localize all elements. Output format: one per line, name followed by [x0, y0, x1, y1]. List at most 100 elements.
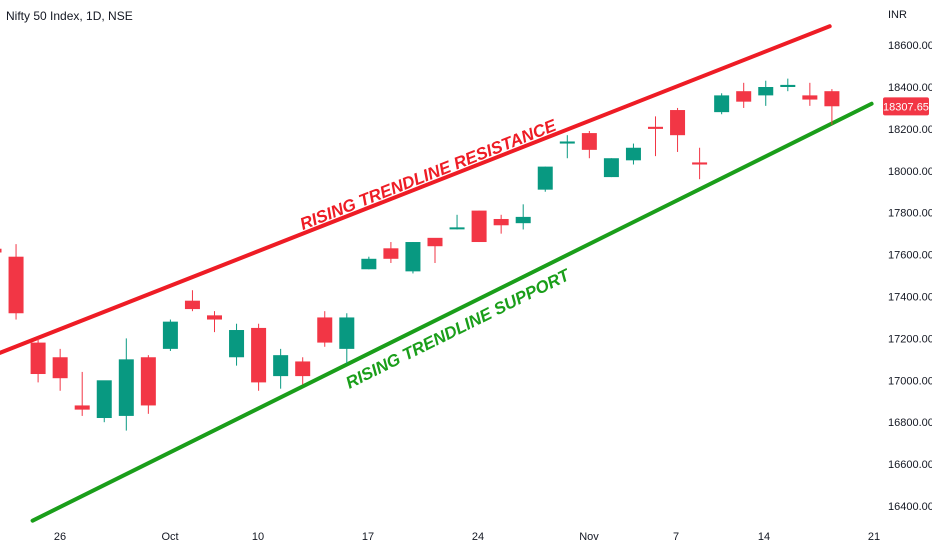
candle-body	[8, 256, 24, 314]
price-tick-label: 18000.00	[888, 166, 932, 178]
candle-body	[118, 359, 134, 416]
price-tick-label: 16600.00	[888, 459, 932, 471]
time-axis[interactable]: 26 Oct 10 17 24 Nov 7 14 21	[54, 531, 880, 543]
candle-body	[427, 237, 443, 247]
candle	[537, 166, 553, 192]
candle	[515, 204, 531, 230]
candle	[295, 357, 311, 385]
price-tag-text: 18307.65	[883, 101, 929, 113]
candle	[581, 130, 597, 159]
candle-body	[251, 327, 267, 383]
candle	[8, 244, 24, 320]
price-tick-label: 17000.00	[888, 375, 932, 387]
candle	[361, 256, 377, 270]
candle-body	[670, 110, 686, 136]
candle-body	[317, 317, 333, 343]
candle	[758, 80, 774, 106]
last-price-tag: 18307.65	[883, 97, 929, 116]
candle	[74, 371, 90, 416]
candle-body	[162, 321, 178, 349]
candle-body	[471, 210, 487, 243]
candle-body	[229, 330, 245, 358]
candle	[802, 82, 818, 106]
candle-body	[140, 357, 156, 406]
candle-body	[515, 216, 531, 224]
candle	[714, 93, 730, 115]
candle-body	[581, 133, 597, 150]
price-tick-label: 18600.00	[888, 40, 932, 52]
candle	[251, 323, 267, 391]
candle-body	[758, 87, 774, 96]
candle-body	[207, 315, 222, 320]
candle	[162, 319, 178, 351]
candle-body	[824, 91, 840, 107]
candle-body	[339, 317, 355, 349]
price-axis[interactable]: 16400.00 16600.00 16800.00 17000.00 17200.00…	[888, 40, 932, 513]
time-tick-label: 21	[868, 531, 880, 543]
candle	[824, 89, 840, 125]
candle	[559, 135, 575, 159]
time-tick-label: 26	[54, 531, 66, 543]
candle	[339, 313, 355, 364]
candle	[603, 158, 619, 178]
price-tick-label: 16800.00	[888, 417, 932, 429]
price-tick-label: 17200.00	[888, 333, 932, 345]
time-tick-label: 24	[472, 531, 484, 543]
price-tag-bg	[883, 97, 929, 116]
price-tick-label: 17400.00	[888, 292, 932, 304]
candle	[625, 143, 641, 165]
candle-body	[537, 166, 553, 190]
candle	[493, 214, 509, 234]
candle	[449, 214, 465, 230]
chart-title: Nifty 50 Index, 1D, NSE	[6, 9, 133, 23]
candle-body	[383, 248, 399, 259]
candle-body	[0, 248, 2, 253]
candle-body	[361, 258, 377, 270]
candle-body	[405, 242, 421, 272]
candles-layer	[0, 78, 840, 431]
candle	[52, 348, 68, 391]
candle-body	[714, 95, 730, 113]
candle-body	[52, 357, 68, 379]
candle-body	[96, 380, 112, 419]
candle	[273, 348, 289, 389]
candle	[30, 338, 46, 383]
candle-body	[736, 91, 752, 102]
resistance-trendline	[0, 24, 832, 355]
candle-body	[30, 342, 46, 375]
candle-body	[449, 227, 465, 230]
candle	[118, 338, 134, 431]
price-tick-label: 17800.00	[888, 208, 932, 220]
time-tick-label: Oct	[161, 531, 178, 543]
candle-body	[625, 147, 641, 161]
candle	[405, 242, 421, 274]
candle	[648, 116, 663, 157]
price-tick-label: 18400.00	[888, 82, 932, 94]
candle-body	[603, 158, 619, 178]
candle-body	[493, 218, 509, 226]
time-tick-label: Nov	[579, 531, 599, 543]
candle	[96, 380, 112, 423]
candle	[471, 210, 487, 243]
time-tick-label: 14	[758, 531, 770, 543]
candle-body	[273, 355, 289, 377]
candle	[780, 78, 796, 92]
candle-body	[692, 162, 708, 165]
candle	[383, 242, 399, 263]
candle-body	[559, 141, 575, 144]
candle	[184, 290, 200, 312]
candle	[207, 311, 222, 333]
time-tick-label: 17	[362, 531, 374, 543]
candle	[0, 248, 2, 253]
price-tick-label: 17600.00	[888, 250, 932, 262]
currency-label: INR	[888, 9, 907, 21]
candle	[229, 323, 245, 366]
candle-body	[802, 95, 818, 100]
candle	[427, 237, 443, 263]
candle-body	[648, 126, 663, 129]
price-tick-label: 16400.00	[888, 501, 932, 513]
trendlines-layer	[0, 24, 874, 523]
candle-body	[184, 300, 200, 310]
candle	[140, 355, 156, 414]
